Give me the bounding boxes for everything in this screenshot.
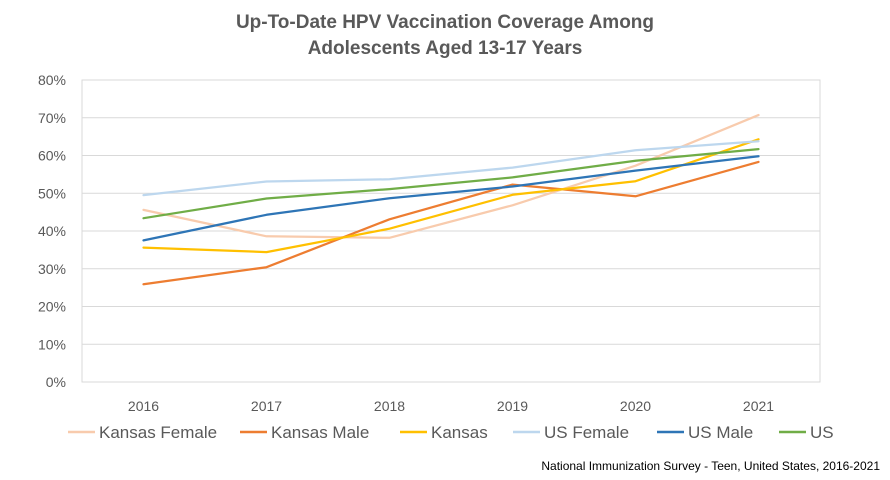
chart-title: Up-To-Date HPV Vaccination Coverage Amon…: [0, 10, 890, 62]
y-axis-tick-labels: 0% 10% 20% 30% 40% 50% 60% 70% 80%: [38, 72, 66, 390]
y-tick-label: 20%: [38, 299, 66, 315]
series-line-us-female: [142, 140, 760, 197]
x-tick-label: 2019: [497, 398, 528, 414]
y-tick-label: 80%: [38, 72, 66, 88]
legend-label: Kansas: [431, 423, 488, 442]
legend: Kansas Female Kansas Male Kansas US Female U…: [68, 423, 834, 442]
x-tick-label: 2016: [128, 398, 159, 414]
chart-title-line-2: Adolescents Aged 13-17 Years: [307, 38, 583, 59]
legend-label: Kansas Male: [271, 423, 369, 442]
y-tick-label: 70%: [38, 110, 66, 126]
legend-label: US Female: [544, 423, 629, 442]
y-tick-label: 60%: [38, 148, 66, 164]
x-axis-tick-labels: 2016 2017 2018 2019 2020 2021: [128, 398, 774, 414]
y-tick-label: 30%: [38, 261, 66, 277]
y-tick-label: 10%: [38, 336, 66, 352]
x-tick-label: 2018: [374, 398, 405, 414]
legend-label: US: [810, 423, 834, 442]
series-lines: [142, 113, 760, 286]
series-line-us-male: [142, 155, 760, 242]
series-line-us: [142, 147, 760, 220]
series-line-kansas: [142, 138, 760, 254]
y-tick-label: 40%: [38, 223, 66, 239]
chart-title-line-1: Up-To-Date HPV Vaccination Coverage Amon…: [235, 12, 655, 33]
legend-label: US Male: [688, 423, 753, 442]
series-line-kansas-female: [142, 113, 760, 239]
y-tick-label: 0%: [46, 374, 66, 390]
x-tick-label: 2020: [620, 398, 651, 414]
x-tick-label: 2021: [743, 398, 774, 414]
legend-label: Kansas Female: [99, 423, 217, 442]
series-line-kansas-male: [142, 160, 760, 286]
x-tick-label: 2017: [251, 398, 282, 414]
y-tick-label: 50%: [38, 185, 66, 201]
source-note: National Immunization Survey - Teen, Uni…: [541, 459, 880, 473]
